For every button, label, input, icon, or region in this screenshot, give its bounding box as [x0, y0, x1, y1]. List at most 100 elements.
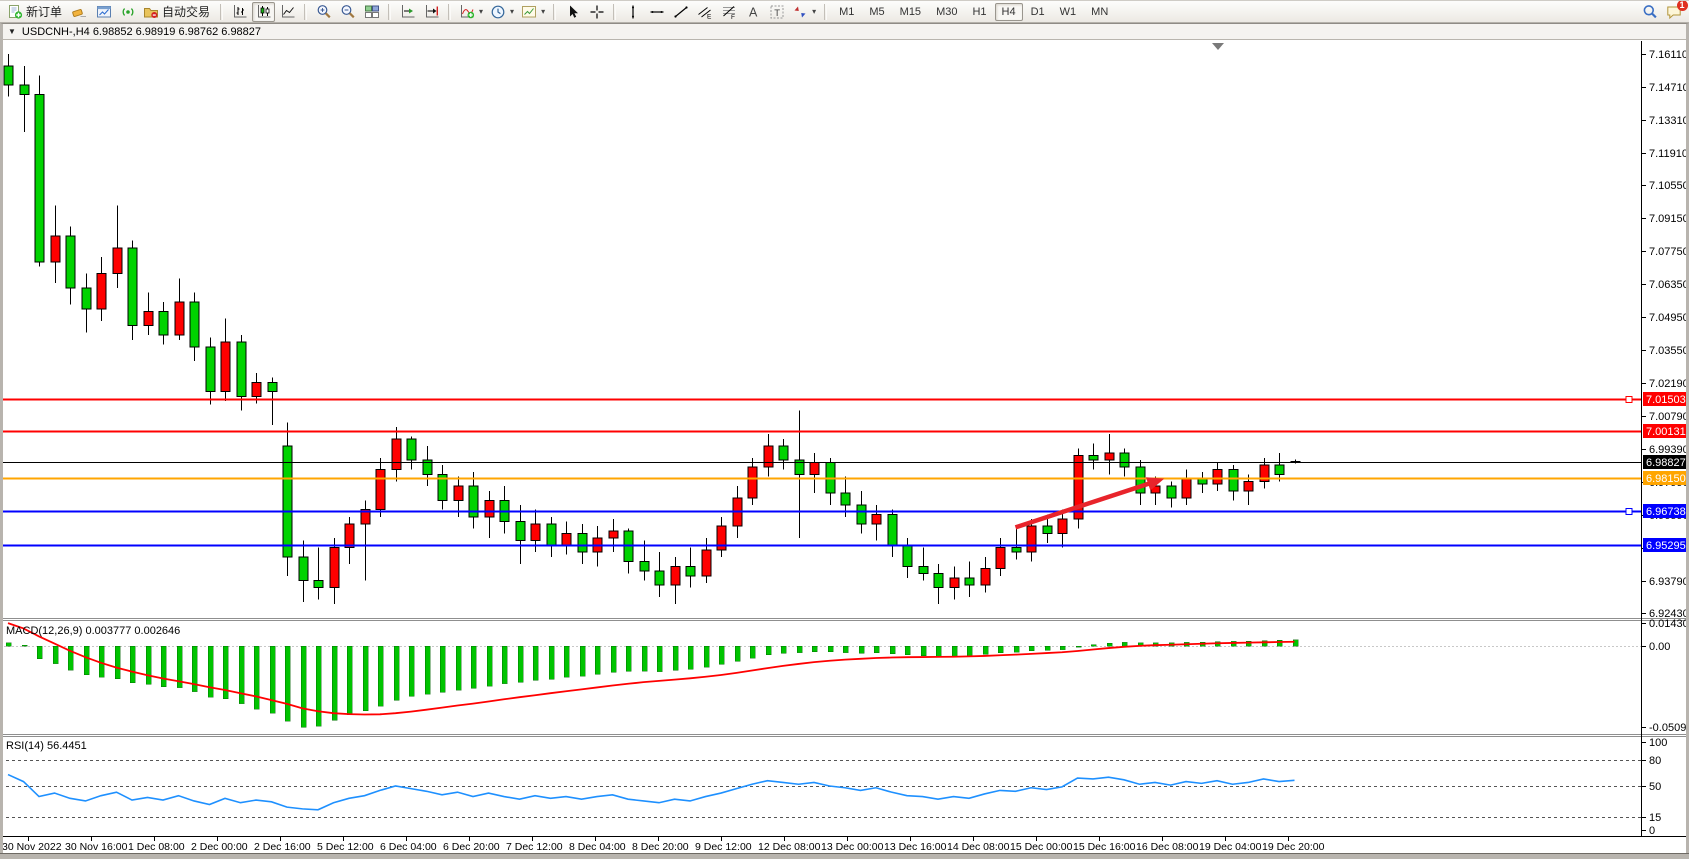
time-tick-label: 8 Dec 04:00	[569, 841, 626, 853]
candle-body	[1088, 454, 1099, 461]
time-tick-label: 13 Dec 16:00	[884, 841, 947, 853]
text-label-button[interactable]: T	[765, 2, 788, 22]
candle-body	[546, 523, 557, 546]
crosshair-button[interactable]	[585, 2, 608, 22]
price-line-label: 7.00131	[1643, 424, 1687, 438]
button-label: M30	[936, 5, 958, 18]
time-tick-label: 8 Dec 20:00	[632, 841, 689, 853]
chart-canvas[interactable]: 7.16110 7.14710 7.13310 7.11910 7.10550 7.091…	[0, 40, 1689, 859]
equidistant-channel-button[interactable]: E	[693, 2, 716, 22]
indicators-button[interactable]: ▾	[456, 2, 486, 22]
candle-body	[561, 532, 572, 546]
trend-arrow[interactable]	[1014, 477, 1165, 530]
timeframe-m30-button[interactable]: M30	[929, 3, 964, 21]
channel-icon: E	[697, 4, 713, 20]
zoom-in-button[interactable]	[312, 2, 335, 22]
arrows-icon	[792, 4, 808, 20]
zoom-in-icon	[316, 4, 332, 20]
zoom-out-icon	[340, 4, 356, 20]
line-chart-button[interactable]	[276, 2, 299, 22]
price-line-label: 6.98827	[1643, 455, 1687, 469]
price-lines-layer[interactable]	[0, 396, 1641, 547]
autotrading-button[interactable]: 自动交易	[140, 2, 215, 22]
timeframe-m1-button[interactable]: M1	[832, 3, 861, 21]
rsi-pane: 100 80 50 150 RSI(14) 56.4451	[0, 737, 1667, 837]
svg-text:T: T	[774, 7, 780, 18]
eraser-button[interactable]	[68, 2, 91, 22]
candles-layer	[3, 54, 1301, 605]
button-label: MN	[1091, 5, 1109, 18]
timeframe-h1-button[interactable]: H1	[965, 3, 993, 21]
collapse-chart-icon[interactable]: ▼	[8, 27, 16, 36]
bar-chart-button[interactable]	[228, 2, 251, 22]
candle-body	[375, 469, 386, 511]
arrows-button[interactable]: ▾	[789, 2, 819, 22]
line-chart-icon	[280, 4, 296, 20]
candle-body	[763, 445, 774, 468]
time-tick-label: 1 Dec 08:00	[128, 841, 185, 853]
candle-body	[654, 570, 665, 586]
chart-shift-marker[interactable]	[1212, 43, 1224, 50]
chat-button[interactable]: 1	[1662, 1, 1688, 22]
timeframe-m5-button[interactable]: M5	[862, 3, 891, 21]
timeframe-m15-button[interactable]: M15	[893, 3, 928, 21]
text-button[interactable]: A	[741, 2, 764, 22]
periods-button[interactable]: ▾	[487, 2, 517, 22]
time-tick-label: 9 Dec 12:00	[695, 841, 752, 853]
auto-scroll-button[interactable]	[396, 2, 419, 22]
vertical-line-button[interactable]	[621, 2, 644, 22]
trendline-button[interactable]	[669, 2, 692, 22]
bar-chart-icon	[232, 4, 248, 20]
candle-body	[1166, 485, 1177, 499]
candle-body	[360, 509, 371, 525]
candle-body	[1073, 454, 1084, 520]
fibo-icon: F	[721, 4, 737, 20]
pane-separators[interactable]	[0, 618, 1689, 737]
button-label: M15	[899, 5, 922, 18]
new-order-button[interactable]: 新订单	[4, 2, 67, 22]
search-button[interactable]	[1638, 2, 1661, 22]
candle-body	[933, 572, 944, 589]
candle-body	[918, 565, 929, 574]
candle-body	[81, 287, 92, 310]
rsi-level-label: 80	[1649, 755, 1661, 767]
zoom-out-button[interactable]	[336, 2, 359, 22]
candlestick-chart-button[interactable]	[252, 1, 276, 22]
time-tick-label: 19 Dec 04:00	[1199, 841, 1262, 853]
price-tick-label: 7.00790	[1649, 411, 1689, 423]
candle-body	[887, 513, 898, 546]
candle-body	[670, 565, 681, 586]
macd-histogram	[5, 639, 1299, 728]
fibonacci-button[interactable]: F	[717, 2, 740, 22]
candle-body	[1181, 478, 1192, 499]
candle-body	[515, 521, 526, 541]
timeframe-d1-button[interactable]: D1	[1024, 3, 1052, 21]
toolbar-separator	[613, 3, 617, 20]
signals-button[interactable]	[116, 2, 139, 22]
timeframe-w1-button[interactable]: W1	[1053, 3, 1084, 21]
price-line-label: 6.96738	[1643, 504, 1687, 518]
timeframe-mn-button[interactable]: MN	[1084, 3, 1115, 21]
time-tick-label: 6 Dec 20:00	[443, 841, 500, 853]
cursor-button[interactable]	[561, 2, 584, 22]
candle-body	[840, 492, 851, 506]
templates-button[interactable]: ▾	[518, 2, 548, 22]
candle-body	[298, 556, 309, 582]
price-tick-label: 6.93790	[1649, 576, 1689, 588]
horizontal-line-button[interactable]	[645, 2, 668, 22]
candle-body	[949, 577, 960, 589]
chart-window-button[interactable]	[92, 2, 115, 22]
candle-body	[329, 546, 340, 589]
chart-shift-button[interactable]	[420, 2, 443, 22]
price-axis[interactable]: 7.16110 7.14710 7.13310 7.11910 7.10550 7.091…	[1641, 41, 1689, 837]
button-label: 新订单	[26, 5, 63, 19]
vline-icon	[625, 4, 641, 20]
tile-windows-button[interactable]	[360, 2, 383, 22]
button-label: H4	[1001, 5, 1016, 18]
chevron-down-icon: ▾	[812, 7, 817, 16]
candle-body	[344, 523, 355, 548]
timeframe-h4-button[interactable]: H4	[994, 2, 1023, 21]
time-axis[interactable]: 30 Nov 2022 30 Nov 16:00 1 Dec 08:00 2 Dec …	[0, 836, 1689, 854]
price-line-label: 7.01503	[1643, 392, 1687, 406]
chart-window-icon	[96, 4, 112, 20]
